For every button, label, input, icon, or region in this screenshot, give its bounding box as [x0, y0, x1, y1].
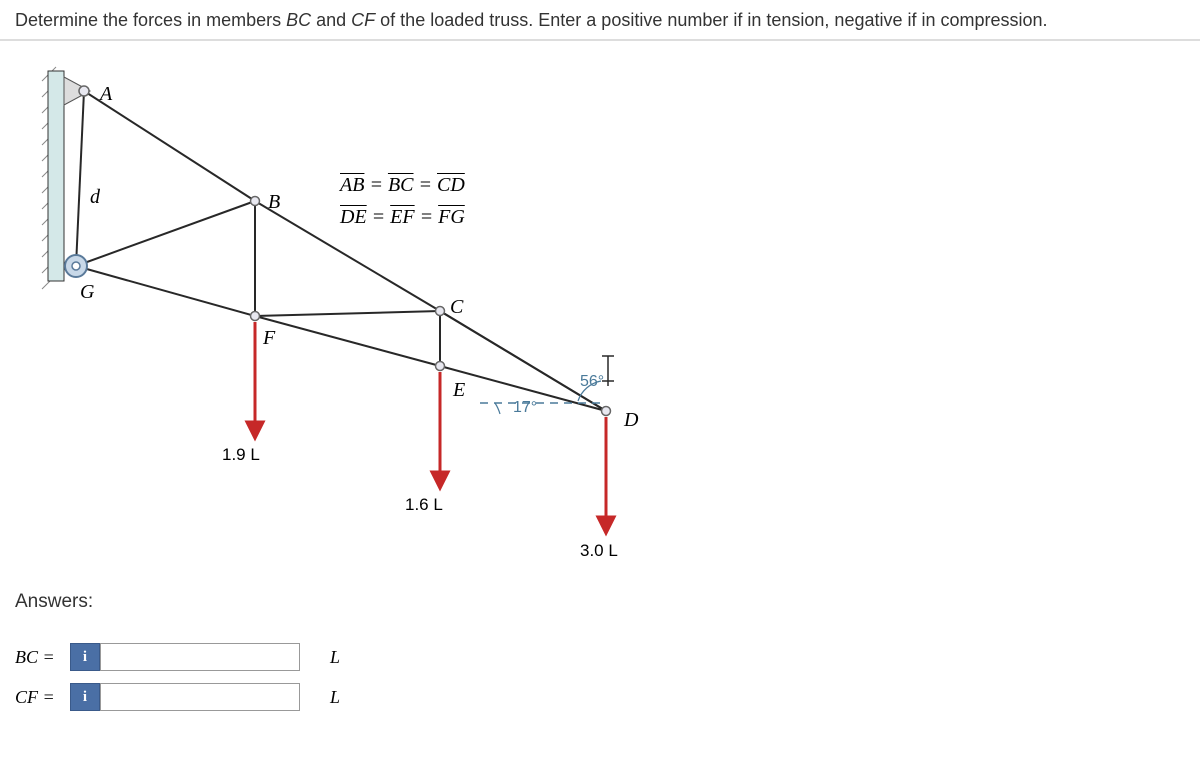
info-icon[interactable]: i [70, 643, 100, 671]
node-label-E: E [453, 379, 465, 402]
node-label-B: B [268, 191, 280, 214]
angle-56: 56° [580, 373, 604, 391]
member-bc: BC [286, 10, 311, 30]
cf-unit: L [330, 687, 340, 708]
problem-statement: Determine the forces in members BC and C… [0, 0, 1200, 41]
header-mid: and [311, 10, 351, 30]
node-label-F: F [263, 327, 275, 350]
force-label-0: 1.9 L [222, 445, 260, 465]
force-label-1: 1.6 L [405, 495, 443, 515]
eq-line-2: DE = EF = FG [340, 201, 465, 233]
header-suffix: of the loaded truss. Enter a positive nu… [375, 10, 1047, 30]
bc-unit: L [330, 647, 340, 668]
node-label-D: D [624, 409, 638, 432]
length-equations: AB = BC = CD DE = EF = FG [340, 169, 465, 233]
node-label-G: G [80, 281, 94, 304]
angle-17: 17° [513, 399, 537, 417]
force-label-2: 3.0 L [580, 541, 618, 561]
info-icon[interactable]: i [70, 683, 100, 711]
node-label-A: A [100, 83, 112, 106]
cf-input[interactable] [100, 683, 300, 711]
d-label: d [90, 186, 100, 209]
node-label-C: C [450, 296, 463, 319]
bc-input[interactable] [100, 643, 300, 671]
eq-line-1: AB = BC = CD [340, 169, 465, 201]
bc-label: BC = [15, 647, 70, 668]
cf-label: CF = [15, 687, 70, 708]
answer-row-bc: BC = i L [15, 643, 1185, 671]
header-prefix: Determine the forces in members [15, 10, 286, 30]
member-cf: CF [351, 10, 375, 30]
answer-row-cf: CF = i L [15, 683, 1185, 711]
truss-diagram: AB = BC = CD DE = EF = FG A G B F C E Dd 1.9 L 1… [0, 41, 1200, 571]
truss-svg [0, 41, 1200, 601]
